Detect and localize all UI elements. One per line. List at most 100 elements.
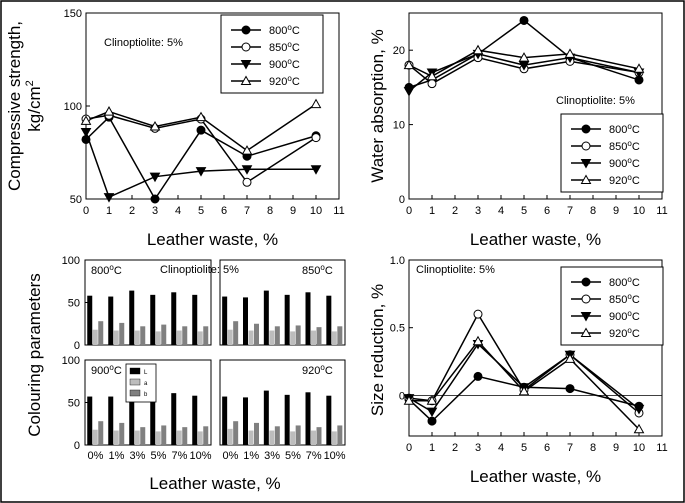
bar-b-4 [182, 326, 188, 345]
bar-b-2 [274, 426, 280, 445]
legend-entry-0: L [144, 370, 148, 376]
x-tick-label: 7 [567, 442, 573, 454]
x-tick-label: 2 [129, 205, 135, 217]
plot-frame [408, 12, 663, 200]
data-point-s3-p1 [426, 70, 438, 81]
bar-L-4 [171, 393, 177, 445]
data-point-s2-p1 [426, 407, 438, 418]
bar-a-0 [227, 329, 233, 345]
bar-b-3 [295, 325, 301, 345]
legend-marker-3 [240, 75, 252, 85]
legend-marker-0 [581, 277, 591, 287]
legend-entry-1: a [144, 381, 148, 387]
x-tick-label: 6 [544, 442, 550, 454]
annotation: Clinoptiolite: 5% [416, 264, 495, 276]
legend-box [560, 266, 664, 346]
bar-a-2 [269, 430, 275, 445]
bar-b-3 [295, 425, 301, 445]
data-point-s3-p3 [518, 385, 530, 396]
data-point-s0-p3 [196, 125, 206, 135]
legend-marker-3 [580, 327, 592, 337]
data-point-s3-p2 [472, 335, 484, 346]
y-tick-label: 100 [64, 101, 82, 113]
legend-entry-0: 800oC [609, 275, 640, 289]
bar-a-1 [248, 330, 254, 345]
x-tick-label: 0 [83, 205, 89, 217]
legend-entry-0: 800oC [609, 122, 640, 136]
legend-entry-2: b [144, 392, 148, 398]
x-tick-label: 1 [429, 205, 435, 217]
bar-a-3 [155, 331, 161, 345]
bar-a-2 [269, 330, 275, 345]
x-tick-label: 11 [656, 442, 667, 454]
bar-b-0 [233, 321, 239, 345]
series-line-2 [85, 131, 316, 199]
data-point-s2-p2 [149, 172, 161, 183]
data-point-s1-p1 [427, 79, 437, 89]
x-tick-label: 5% [151, 450, 167, 462]
panel-top-right: 0 1 2 3 4 5 6 7 8 9 10 11 0 10 20 Clinoptiolite: 5% 800o… [368, 12, 668, 249]
data-point-s3-p4 [241, 145, 253, 155]
x-tick-label: 3 [152, 205, 158, 217]
data-point-s3-p3 [518, 52, 530, 62]
bar-L-2 [129, 290, 135, 345]
bar-a-3 [290, 431, 296, 445]
data-point-s3-p4 [564, 48, 576, 58]
x-tick-label: 10% [189, 450, 211, 462]
bar-b-4 [316, 327, 322, 345]
bar-b-0 [98, 421, 104, 445]
legend-marker-0 [241, 25, 251, 35]
bar-subplot-0: 0 50 100 800oC [62, 255, 212, 352]
bar-L-5 [192, 395, 198, 445]
x-tick-label: 4 [175, 205, 181, 217]
x-tick-label: 5 [521, 205, 527, 217]
x-tick-label: 9 [613, 205, 619, 217]
x-tick-label: 0% [88, 450, 104, 462]
x-tick-label: 4 [498, 205, 504, 217]
legend-marker-0 [581, 124, 591, 134]
x-axis-label: Leather waste, % [470, 467, 601, 486]
bar-L-0 [222, 396, 228, 445]
x-tick-label: 2 [452, 442, 458, 454]
bar-L-1 [243, 397, 248, 445]
legend-swatch-2 [129, 389, 141, 397]
bar-b-3 [161, 324, 167, 345]
legend-swatch-0 [129, 367, 141, 375]
bar-a-0 [92, 429, 98, 445]
bar-L-4 [305, 392, 311, 445]
y-axis-label: Water absorption, % [368, 29, 387, 182]
legend-box [220, 14, 324, 94]
bar-L-2 [129, 390, 135, 445]
data-point-s0-p2 [150, 194, 160, 204]
panel-top-left: 0 1 2 3 4 5 6 7 8 9 10 11 50 100 150 Clinoptiolite: 5% 8… [5, 8, 345, 249]
plot-frame [408, 259, 663, 437]
bar-L-4 [305, 292, 311, 345]
bar-b-5 [337, 425, 343, 445]
y-tick-label: 0 [74, 440, 80, 452]
y-tick-label: 1.0 [390, 255, 405, 267]
series-line-0 [408, 375, 640, 423]
bar-b-4 [182, 427, 188, 445]
bar-L-1 [108, 296, 114, 345]
data-point-s3-p2 [472, 44, 484, 55]
x-tick-label: 1% [109, 450, 125, 462]
bar-a-3 [155, 431, 161, 445]
legend-entry-2: 900oC [609, 156, 640, 170]
x-tick-label: 11 [333, 205, 344, 217]
bar-a-1 [248, 430, 254, 445]
annotation: Clinoptiolite: 5% [104, 37, 183, 49]
legend-entry-1: 850oC [269, 40, 300, 54]
y-axis-label: Colouring parameters [25, 273, 44, 436]
x-tick-label: 7 [567, 205, 573, 217]
y-tick-label: 20 [393, 45, 405, 57]
bar-L-1 [108, 396, 114, 445]
bar-L-0 [87, 396, 93, 445]
x-tick-label: 6 [544, 205, 550, 217]
bar-subplot-2: 0% 1% 3% 5% 7% 10% 0 50 100 900oC [62, 355, 212, 462]
x-tick-label: 8 [590, 205, 596, 217]
x-tick-label: 10 [633, 205, 645, 217]
x-tick-label: 3% [264, 450, 280, 462]
y-tick-label: 50 [68, 398, 80, 410]
x-axis-label: Leather waste, % [470, 230, 601, 249]
bar-b-5 [203, 426, 209, 445]
